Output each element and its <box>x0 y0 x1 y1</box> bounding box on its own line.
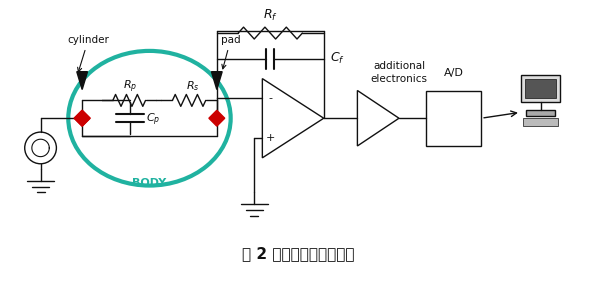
Text: BODY: BODY <box>132 178 167 188</box>
Polygon shape <box>209 110 225 126</box>
Bar <box>526 110 555 116</box>
Text: -: - <box>268 93 272 103</box>
Bar <box>426 91 481 146</box>
Text: +: + <box>266 133 275 143</box>
Bar <box>521 75 560 102</box>
Text: pad: pad <box>221 35 240 69</box>
Polygon shape <box>74 110 90 126</box>
Text: cylinder: cylinder <box>67 35 109 72</box>
Polygon shape <box>74 110 90 126</box>
Bar <box>525 79 556 98</box>
Text: $R_p$: $R_p$ <box>123 78 137 95</box>
Text: A/D: A/D <box>443 68 464 78</box>
Text: additional
electronics: additional electronics <box>371 61 427 84</box>
Text: $C_f$: $C_f$ <box>330 51 344 66</box>
Text: 图 2 传输阻抗测量原理图: 图 2 传输阻抗测量原理图 <box>242 246 354 261</box>
Text: $R_f$: $R_f$ <box>263 8 278 23</box>
Polygon shape <box>212 72 222 89</box>
Bar <box>523 118 558 126</box>
Text: $R_s$: $R_s$ <box>186 80 200 93</box>
Text: $C_p$: $C_p$ <box>145 112 160 128</box>
Polygon shape <box>77 72 88 89</box>
